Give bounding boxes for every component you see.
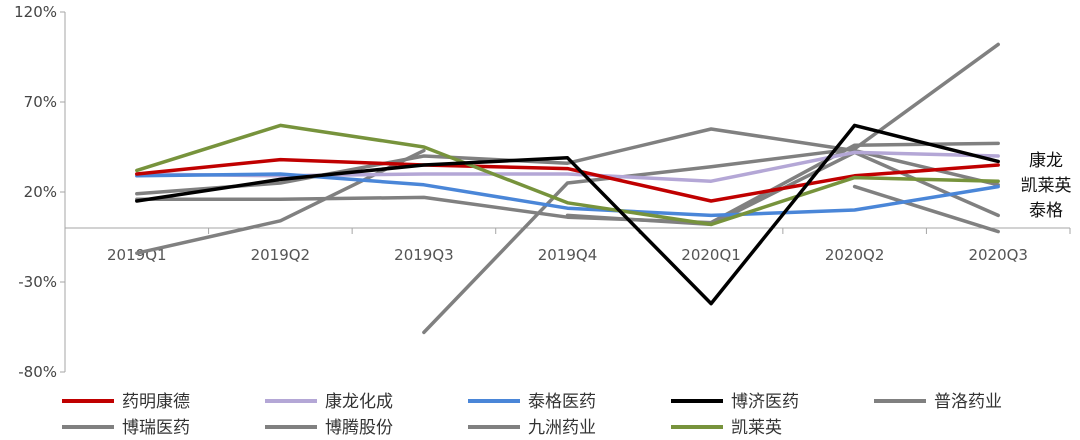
legend-label: 九洲药业 (528, 418, 596, 436)
series-line-博济医药 (135, 123, 1000, 306)
series-layer (135, 42, 1000, 335)
series-line-泰格医药 (135, 172, 1000, 218)
x-tick-label: 2019Q2 (251, 246, 311, 264)
x-tick-label: 2019Q3 (394, 246, 454, 264)
x-tick-label: 2020Q3 (968, 246, 1028, 264)
series-line-博腾股份 (135, 141, 1000, 225)
legend-label: 泰格医药 (528, 392, 596, 412)
series-line-普洛药业 (135, 148, 426, 255)
legend-label: 博济医药 (731, 392, 799, 412)
legend-label: 凯莱英 (731, 418, 782, 436)
legend-label: 药明康德 (122, 392, 190, 412)
series-line-九洲药业 (135, 127, 1000, 196)
x-tick-label: 2020Q1 (681, 246, 741, 264)
y-tick-label: 120% (14, 3, 57, 21)
x-tick-label: 2020Q2 (825, 246, 885, 264)
y-tick-label: -30% (18, 273, 57, 291)
legend-label: 博腾股份 (325, 418, 393, 436)
legend-label: 博瑞医药 (122, 418, 190, 436)
y-tick-label: 70% (24, 93, 57, 111)
legend-label: 普洛药业 (934, 392, 1002, 412)
series-line-药明康德 (135, 157, 1000, 203)
y-tick-label: 20% (24, 183, 57, 201)
y-tick-label: -80% (18, 363, 57, 381)
series-line-unlabeled-10 (852, 184, 1000, 234)
legend-label: 康龙化成 (325, 392, 393, 412)
series-line-博瑞医药 (422, 42, 1000, 335)
axis-layer: 120%70%20%-30%-80%2019Q1 2019Q2 2019Q3 2019… (14, 3, 1071, 381)
side-label: 泰格 (1029, 201, 1063, 221)
side-label: 凯莱英 (1021, 176, 1072, 196)
series-line-凯莱英 (135, 123, 1000, 227)
series-line-康龙化成 (135, 150, 1000, 183)
side-label: 康龙 (1029, 151, 1063, 171)
x-tick-label: 2019Q4 (538, 246, 598, 264)
